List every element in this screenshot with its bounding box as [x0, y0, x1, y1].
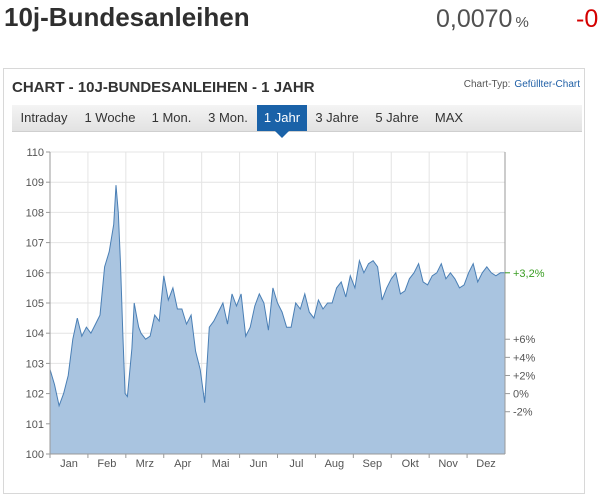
- x-tick-label: Nov: [438, 458, 458, 470]
- x-tick-label: Feb: [97, 458, 116, 470]
- y-tick-label: 106: [26, 268, 44, 280]
- x-tick-label: Apr: [174, 458, 191, 470]
- y-tick-label: 109: [26, 177, 44, 189]
- tab-intraday[interactable]: Intraday: [20, 110, 68, 125]
- tab-5-jahre[interactable]: 5 Jahre: [375, 110, 419, 125]
- x-tick-label: Aug: [325, 458, 345, 470]
- tab-1-mon[interactable]: 1 Mon.: [151, 110, 192, 125]
- x-tick-label: Sep: [363, 458, 383, 470]
- y-tick-label: 102: [26, 389, 44, 401]
- y-tick-label: 105: [26, 298, 44, 310]
- price-line: [49, 185, 505, 408]
- tab-1-jahr[interactable]: 1 Jahr: [257, 105, 307, 138]
- right-tick-label: -2%: [513, 407, 533, 419]
- tab-max[interactable]: MAX: [434, 110, 464, 125]
- right-tick-label: +6%: [513, 334, 536, 346]
- current-value-label: +3,2%: [513, 268, 545, 280]
- chart-panel-title: CHART - 10J-BUNDESANLEIHEN - 1 JAHR: [12, 79, 315, 96]
- right-tick-label: +4%: [513, 352, 536, 364]
- y-tick-label: 110: [26, 147, 44, 159]
- chart-axis-labels: 100 101 102 103 104 105 106 107 108 109 110 Jan Feb M…: [26, 147, 545, 470]
- tab-3-mon[interactable]: 3 Mon.: [208, 110, 248, 125]
- x-tick-label: Okt: [402, 458, 419, 470]
- chart-type-label: Chart-Typ:: [463, 79, 511, 90]
- x-tick-label: Jun: [250, 458, 268, 470]
- x-tick-label: Mrz: [136, 458, 154, 470]
- x-tick-label: Dez: [476, 458, 496, 470]
- y-tick-label: 101: [26, 419, 44, 431]
- chart-type-selector: Chart-Typ: Gefüllter-Chart: [464, 79, 580, 90]
- x-tick-label: Mai: [212, 458, 230, 470]
- x-tick-label: Jul: [289, 458, 303, 470]
- tab-1-woche[interactable]: 1 Woche: [84, 110, 136, 125]
- chart-axes: [46, 151, 510, 458]
- quote-unit: %: [515, 14, 529, 31]
- quote-value: 0,0070%: [436, 4, 529, 38]
- change-value: -0: [576, 5, 598, 33]
- y-tick-label: 107: [26, 238, 44, 250]
- price-area: [50, 185, 505, 454]
- page-title: 10j-Bundesanleihen: [4, 2, 250, 32]
- right-tick-label: +2%: [513, 370, 536, 382]
- x-tick-label: Jan: [60, 458, 78, 470]
- timeframe-tabs: Intraday 1 Woche 1 Mon. 3 Mon. 1 Jahr 3 …: [12, 105, 582, 138]
- chart-type-link[interactable]: Gefüllter-Chart: [514, 79, 580, 90]
- y-tick-label: 103: [26, 358, 44, 370]
- right-tick-label: 0%: [513, 389, 529, 401]
- quote-number: 0,0070: [436, 5, 513, 33]
- tab-3-jahre[interactable]: 3 Jahre: [315, 110, 359, 125]
- y-tick-label: 104: [26, 328, 44, 340]
- y-tick-label: 108: [26, 207, 44, 219]
- y-tick-label: 100: [26, 449, 44, 461]
